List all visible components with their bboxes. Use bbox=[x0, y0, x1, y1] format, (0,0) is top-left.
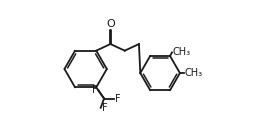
Text: O: O bbox=[106, 19, 115, 29]
Text: F: F bbox=[92, 85, 97, 95]
Text: CH₃: CH₃ bbox=[185, 68, 203, 78]
Text: F: F bbox=[115, 94, 121, 104]
Text: F: F bbox=[102, 103, 108, 113]
Text: CH₃: CH₃ bbox=[173, 47, 191, 57]
